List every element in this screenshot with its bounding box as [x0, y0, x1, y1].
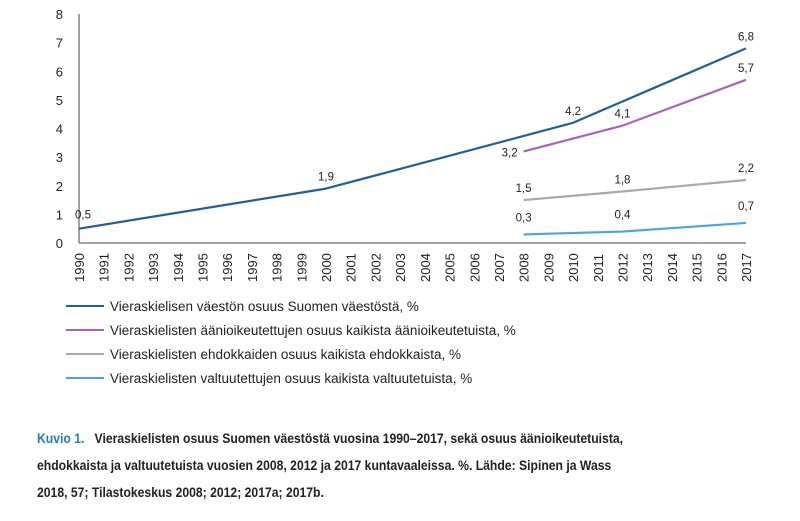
y-tick-label: 0: [56, 236, 63, 251]
x-tick-label: 2004: [418, 253, 433, 282]
figure-caption: Kuvio 1. Vieraskielisten osuus Suomen vä…: [37, 425, 681, 506]
series-line-2: [523, 78, 747, 153]
y-tick-label: 5: [56, 93, 63, 108]
x-tick-label: 2007: [492, 253, 507, 282]
legend-label: Vieraskielisten valtuutettujen osuus kai…: [110, 370, 473, 386]
x-axis-ticks: 1990 1991 1992 1993 1994 1995 1996 1997 1998 1999…: [72, 253, 754, 282]
caption-line-3: 2018, 57; Tilastokeskus 2008; 2012; 2017…: [37, 484, 324, 500]
series-line-4: [523, 221, 747, 236]
legend-label: Vieraskielisen väestön osuus Suomen väes…: [110, 298, 419, 314]
legend-item-4: Vieraskielisten valtuutettujen osuus kai…: [66, 366, 516, 390]
legend-swatch: [66, 329, 104, 331]
x-tick-label: 2011: [591, 254, 606, 282]
x-tick-label: 2012: [615, 253, 630, 282]
x-tick-label: 1990: [72, 253, 87, 282]
y-tick-label: 6: [56, 64, 63, 79]
y-tick-label: 1: [56, 207, 63, 222]
series-line-3: [523, 178, 747, 202]
data-label: 6,8: [738, 31, 754, 43]
legend-swatch: [66, 377, 104, 379]
x-tick-label: 2003: [393, 253, 408, 282]
x-tick-label: 2010: [566, 253, 581, 282]
legend-swatch: [66, 305, 104, 307]
x-tick-label: 2015: [690, 253, 705, 282]
y-axis-ticks: 0 1 2 3 4 5 6 7 8: [56, 7, 63, 251]
caption-line-2: ehdokkaista ja valtuutetuista vuosien 20…: [37, 457, 612, 473]
x-tick-label: 2013: [640, 253, 655, 282]
x-tick-label: 1995: [196, 253, 211, 282]
data-labels: 0,5 1,9 4,2 6,8 3,2 4,1 5,7 1,5 1,8 2,2 0,3 0,4 0,7: [75, 31, 754, 224]
x-tick-label: 1999: [294, 253, 309, 282]
data-label: 0,5: [75, 210, 91, 222]
series-lines: [78, 47, 747, 236]
series-line-1: [78, 47, 747, 230]
x-tick-label: 2000: [319, 253, 334, 282]
x-tick-label: 1998: [270, 253, 285, 282]
y-tick-label: 8: [56, 7, 63, 22]
data-label: 0,3: [516, 212, 532, 224]
y-tick-label: 2: [56, 179, 63, 194]
x-tick-label: 2008: [517, 253, 532, 282]
x-tick-label: 1991: [97, 253, 112, 282]
data-label: 1,9: [318, 172, 334, 184]
x-tick-label: 2014: [665, 253, 680, 282]
legend-item-1: Vieraskielisen väestön osuus Suomen väes…: [66, 294, 516, 318]
data-label: 1,5: [516, 183, 532, 195]
legend-label: Vieraskielisten äänioikeutettujen osuus …: [110, 322, 516, 338]
x-tick-label: 2017: [739, 253, 754, 282]
x-tick-label: 2002: [368, 253, 383, 282]
legend-label: Vieraskielisten ehdokkaiden osuus kaikis…: [110, 346, 461, 362]
data-label: 4,1: [614, 109, 630, 121]
x-tick-label: 2006: [467, 253, 482, 282]
x-tick-label: 2016: [714, 253, 729, 282]
x-tick-label: 1993: [146, 253, 161, 282]
data-label: 0,7: [738, 201, 754, 213]
legend-item-2: Vieraskielisten äänioikeutettujen osuus …: [66, 318, 516, 342]
x-tick-label: 1996: [220, 253, 235, 282]
caption-text-1: Vieraskielisten osuus Suomen väestöstä v…: [94, 430, 624, 446]
caption-line-1: Kuvio 1. Vieraskielisten osuus Suomen vä…: [37, 425, 681, 452]
y-tick-label: 4: [56, 122, 63, 137]
x-tick-label: 1992: [121, 253, 136, 282]
x-tick-label: 2001: [344, 253, 359, 282]
data-label: 1,8: [614, 174, 630, 186]
chart-axes: [78, 14, 746, 244]
y-tick-label: 3: [56, 150, 63, 165]
legend-item-3: Vieraskielisten ehdokkaiden osuus kaikis…: [66, 342, 516, 366]
x-tick-label: 2009: [541, 253, 556, 282]
data-label: 3,2: [502, 147, 518, 159]
data-label: 0,4: [614, 210, 631, 222]
x-tick-label: 1994: [171, 253, 186, 282]
data-label: 2,2: [738, 163, 754, 175]
data-label: 4,2: [565, 106, 581, 118]
y-tick-label: 7: [56, 36, 63, 51]
caption-label: Kuvio 1.: [37, 430, 85, 446]
data-label: 5,7: [738, 63, 754, 75]
chart-legend: Vieraskielisen väestön osuus Suomen väes…: [66, 294, 516, 390]
x-tick-label: 2005: [443, 253, 458, 282]
legend-swatch: [66, 353, 104, 355]
x-tick-label: 1997: [245, 253, 260, 282]
